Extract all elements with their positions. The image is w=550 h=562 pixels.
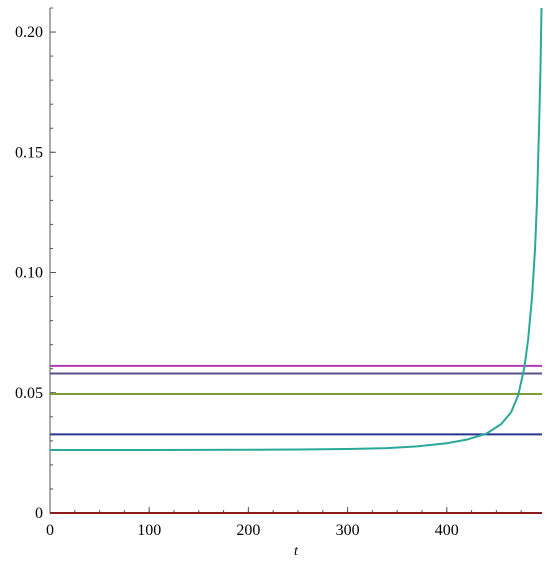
x-tick-label: 400 — [435, 522, 459, 539]
y-tick-label: 0 — [35, 505, 43, 522]
y-tick-label: 0.15 — [15, 144, 43, 161]
x-axis-label: t — [294, 544, 299, 559]
x-tick-label: 0 — [46, 522, 54, 539]
axes — [49, 7, 542, 514]
y-tick-label: 0.05 — [15, 385, 43, 402]
x-tick-label: 200 — [236, 522, 260, 539]
x-tick-label: 300 — [336, 522, 360, 539]
y-tick-label: 0.10 — [15, 265, 43, 282]
series-line-5 — [50, 7, 543, 451]
tick-labels: 0 0.05 0.10 0.15 0.20 0 100 200 300 400 — [15, 24, 459, 539]
x-tick-label: 100 — [137, 522, 161, 539]
series-layer — [50, 7, 543, 514]
y-tick-label: 0.20 — [15, 24, 43, 41]
